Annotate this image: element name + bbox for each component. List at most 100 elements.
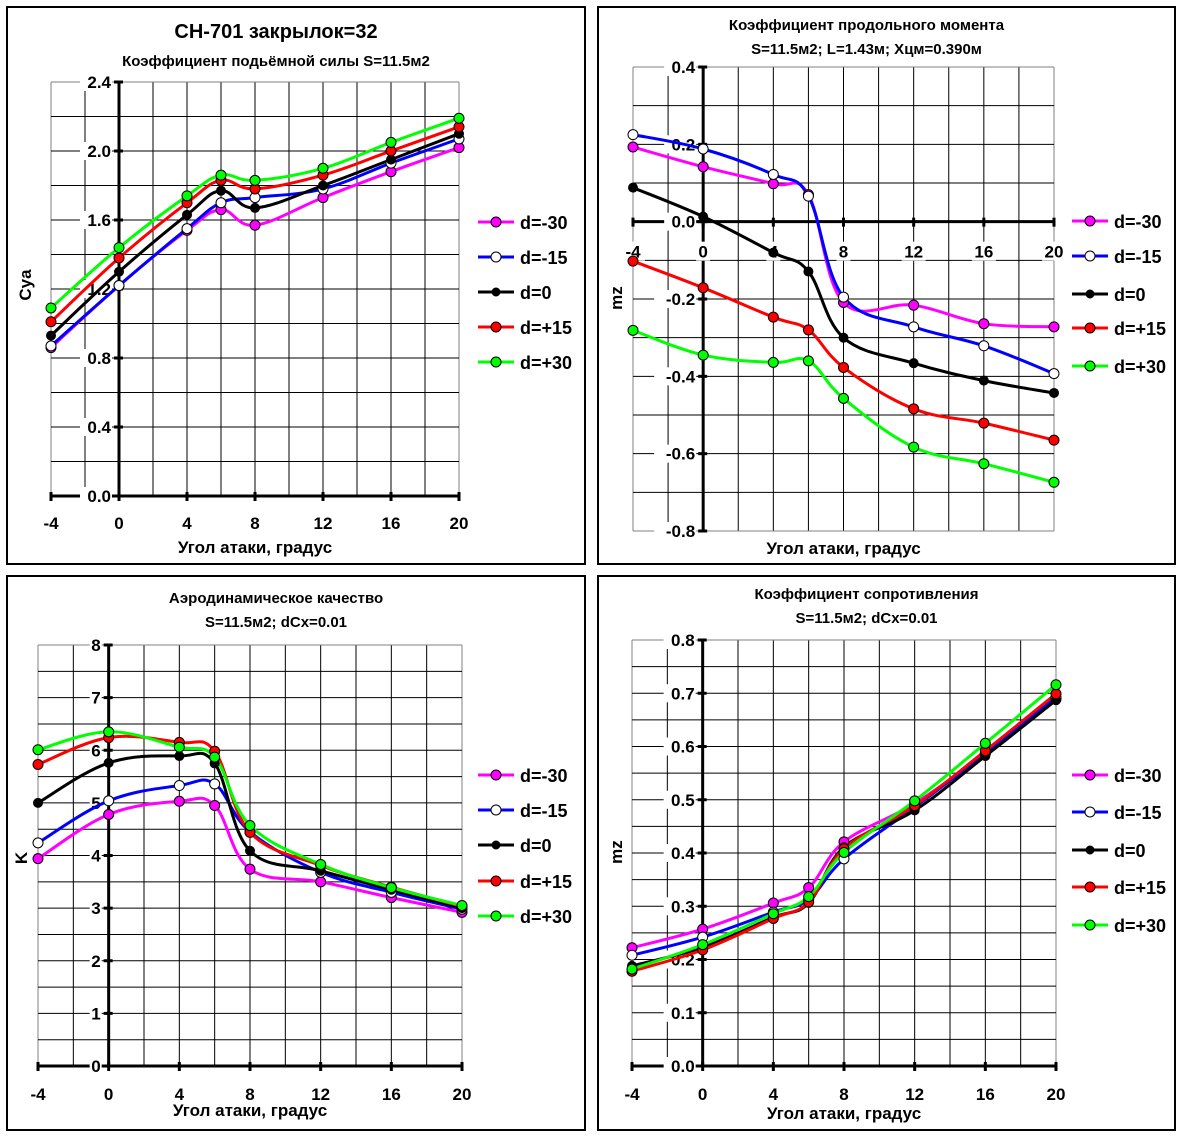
data-point bbox=[628, 182, 638, 193]
legend-item: d=+30 bbox=[1072, 357, 1166, 377]
x-tick-label-bg bbox=[696, 241, 711, 261]
legend-item: d=+30 bbox=[478, 907, 572, 927]
y-tick-label: 6 bbox=[91, 741, 100, 760]
x-tick-label: 12 bbox=[905, 1085, 924, 1104]
legend-item: d=0 bbox=[1072, 841, 1146, 861]
y-tick-label: 0.8 bbox=[671, 631, 695, 650]
legend: d=-30 d=-15 d=0 d=+15 d=+30 bbox=[1072, 212, 1166, 377]
y-tick-label: 0.4 bbox=[672, 58, 696, 77]
x-tick-label: 20 bbox=[450, 514, 469, 533]
x-tick-label: 8 bbox=[250, 514, 259, 533]
legend-item: d=-30 bbox=[478, 213, 568, 233]
legend-label: d=-15 bbox=[520, 801, 568, 821]
legend-item: d=-30 bbox=[1072, 766, 1162, 786]
y-tick-label-bg bbox=[663, 684, 696, 703]
data-point bbox=[767, 908, 779, 920]
data-point bbox=[909, 795, 921, 807]
legend-item: d=-15 bbox=[1072, 803, 1162, 823]
data-point bbox=[802, 355, 814, 367]
data-point bbox=[978, 458, 990, 470]
legend: d=-30 d=-15 d=0 d=+15 d=+30 bbox=[478, 766, 572, 927]
y-tick-label: 2.4 bbox=[87, 73, 111, 92]
data-point bbox=[908, 321, 920, 333]
legend-marker bbox=[1084, 806, 1096, 818]
data-point bbox=[114, 266, 124, 277]
legend-item: d=-15 bbox=[478, 801, 568, 821]
legend-marker bbox=[490, 321, 502, 333]
data-point bbox=[103, 726, 115, 738]
x-axis-title: Угол атаки, градус bbox=[173, 1101, 327, 1120]
legend-label: d=+15 bbox=[1114, 878, 1166, 898]
legend-item: d=-30 bbox=[478, 766, 568, 786]
data-point bbox=[209, 751, 221, 763]
y-tick-label-bg bbox=[664, 212, 697, 231]
legend-label: d=-15 bbox=[1114, 803, 1162, 823]
y-tick-label: 1.6 bbox=[87, 211, 111, 230]
y-tick-label-bg bbox=[89, 636, 102, 654]
y-tick-label: 5 bbox=[91, 794, 100, 813]
data-point bbox=[768, 247, 779, 258]
y-tick-label: 2 bbox=[91, 952, 100, 971]
y-tick-label: 0.8 bbox=[87, 349, 111, 368]
y-tick-label: 0.4 bbox=[87, 418, 111, 437]
x-tick-label: -4 bbox=[30, 1085, 46, 1104]
data-point bbox=[32, 758, 44, 770]
legend: d=-30 d=-15 d=0 d=+15 d=+30 bbox=[1072, 766, 1166, 936]
data-point bbox=[767, 897, 779, 909]
y-tick-label-bg bbox=[89, 846, 102, 865]
data-point bbox=[838, 846, 850, 858]
x-tick-label: 0 bbox=[114, 514, 123, 533]
x-tick-label: 16 bbox=[976, 1085, 995, 1104]
x-tick-label: 8 bbox=[245, 1085, 254, 1104]
data-point bbox=[113, 280, 125, 292]
legend-marker bbox=[490, 216, 502, 228]
chart-title: Коэффициент сопротивления bbox=[754, 586, 978, 603]
x-tick-label-bg bbox=[1042, 241, 1066, 261]
y-tick-label: 0.0 bbox=[671, 1057, 695, 1076]
legend-marker bbox=[1084, 881, 1096, 893]
y-tick-label-bg bbox=[663, 631, 696, 649]
data-point bbox=[908, 358, 919, 369]
legend-marker bbox=[1085, 289, 1095, 299]
y-tick-label: -0.4 bbox=[666, 367, 696, 386]
y-tick-label-bg bbox=[664, 58, 697, 76]
legend-marker bbox=[490, 875, 502, 887]
legend-label: d=+30 bbox=[520, 907, 572, 927]
y-tick-label-bg bbox=[654, 522, 697, 540]
data-point bbox=[908, 441, 920, 453]
data-point bbox=[249, 174, 261, 186]
legend-marker bbox=[1084, 919, 1096, 931]
legend-item: d=-15 bbox=[1072, 247, 1162, 267]
x-tick-label: 20 bbox=[1045, 243, 1064, 262]
y-tick-label-bg bbox=[80, 349, 112, 367]
data-point bbox=[626, 963, 638, 975]
legend-item: d=+15 bbox=[1072, 878, 1166, 898]
legend-label: d=+30 bbox=[1114, 916, 1166, 936]
data-point bbox=[697, 939, 709, 951]
y-tick-label-bg bbox=[654, 444, 697, 463]
data-point bbox=[1050, 688, 1062, 700]
y-tick-label-bg bbox=[663, 790, 696, 809]
x-tick-label: 20 bbox=[1047, 1085, 1066, 1104]
chart-2: -4048121620-0.8-0.6-0.4-0.20.00.20.4Коэф… bbox=[597, 6, 1176, 565]
y-tick-label-bg bbox=[654, 367, 697, 386]
y-tick-label: -0.6 bbox=[666, 445, 695, 464]
data-point bbox=[181, 223, 193, 235]
data-point bbox=[1049, 387, 1059, 398]
legend-item: d=+15 bbox=[478, 872, 572, 892]
data-point bbox=[627, 255, 639, 267]
y-tick-label-bg bbox=[663, 844, 696, 862]
data-point bbox=[838, 332, 849, 343]
y-tick-label: 0 bbox=[91, 1057, 100, 1076]
data-point bbox=[385, 882, 397, 894]
series-group bbox=[627, 129, 1060, 488]
data-point bbox=[315, 876, 327, 888]
legend-label: d=-15 bbox=[520, 248, 568, 268]
data-point bbox=[45, 316, 57, 328]
data-point bbox=[113, 252, 125, 264]
legend-label: d=-30 bbox=[520, 213, 568, 233]
data-point bbox=[627, 141, 639, 153]
data-point bbox=[317, 162, 329, 174]
data-point bbox=[45, 302, 57, 314]
y-tick-label-bg bbox=[80, 487, 112, 505]
